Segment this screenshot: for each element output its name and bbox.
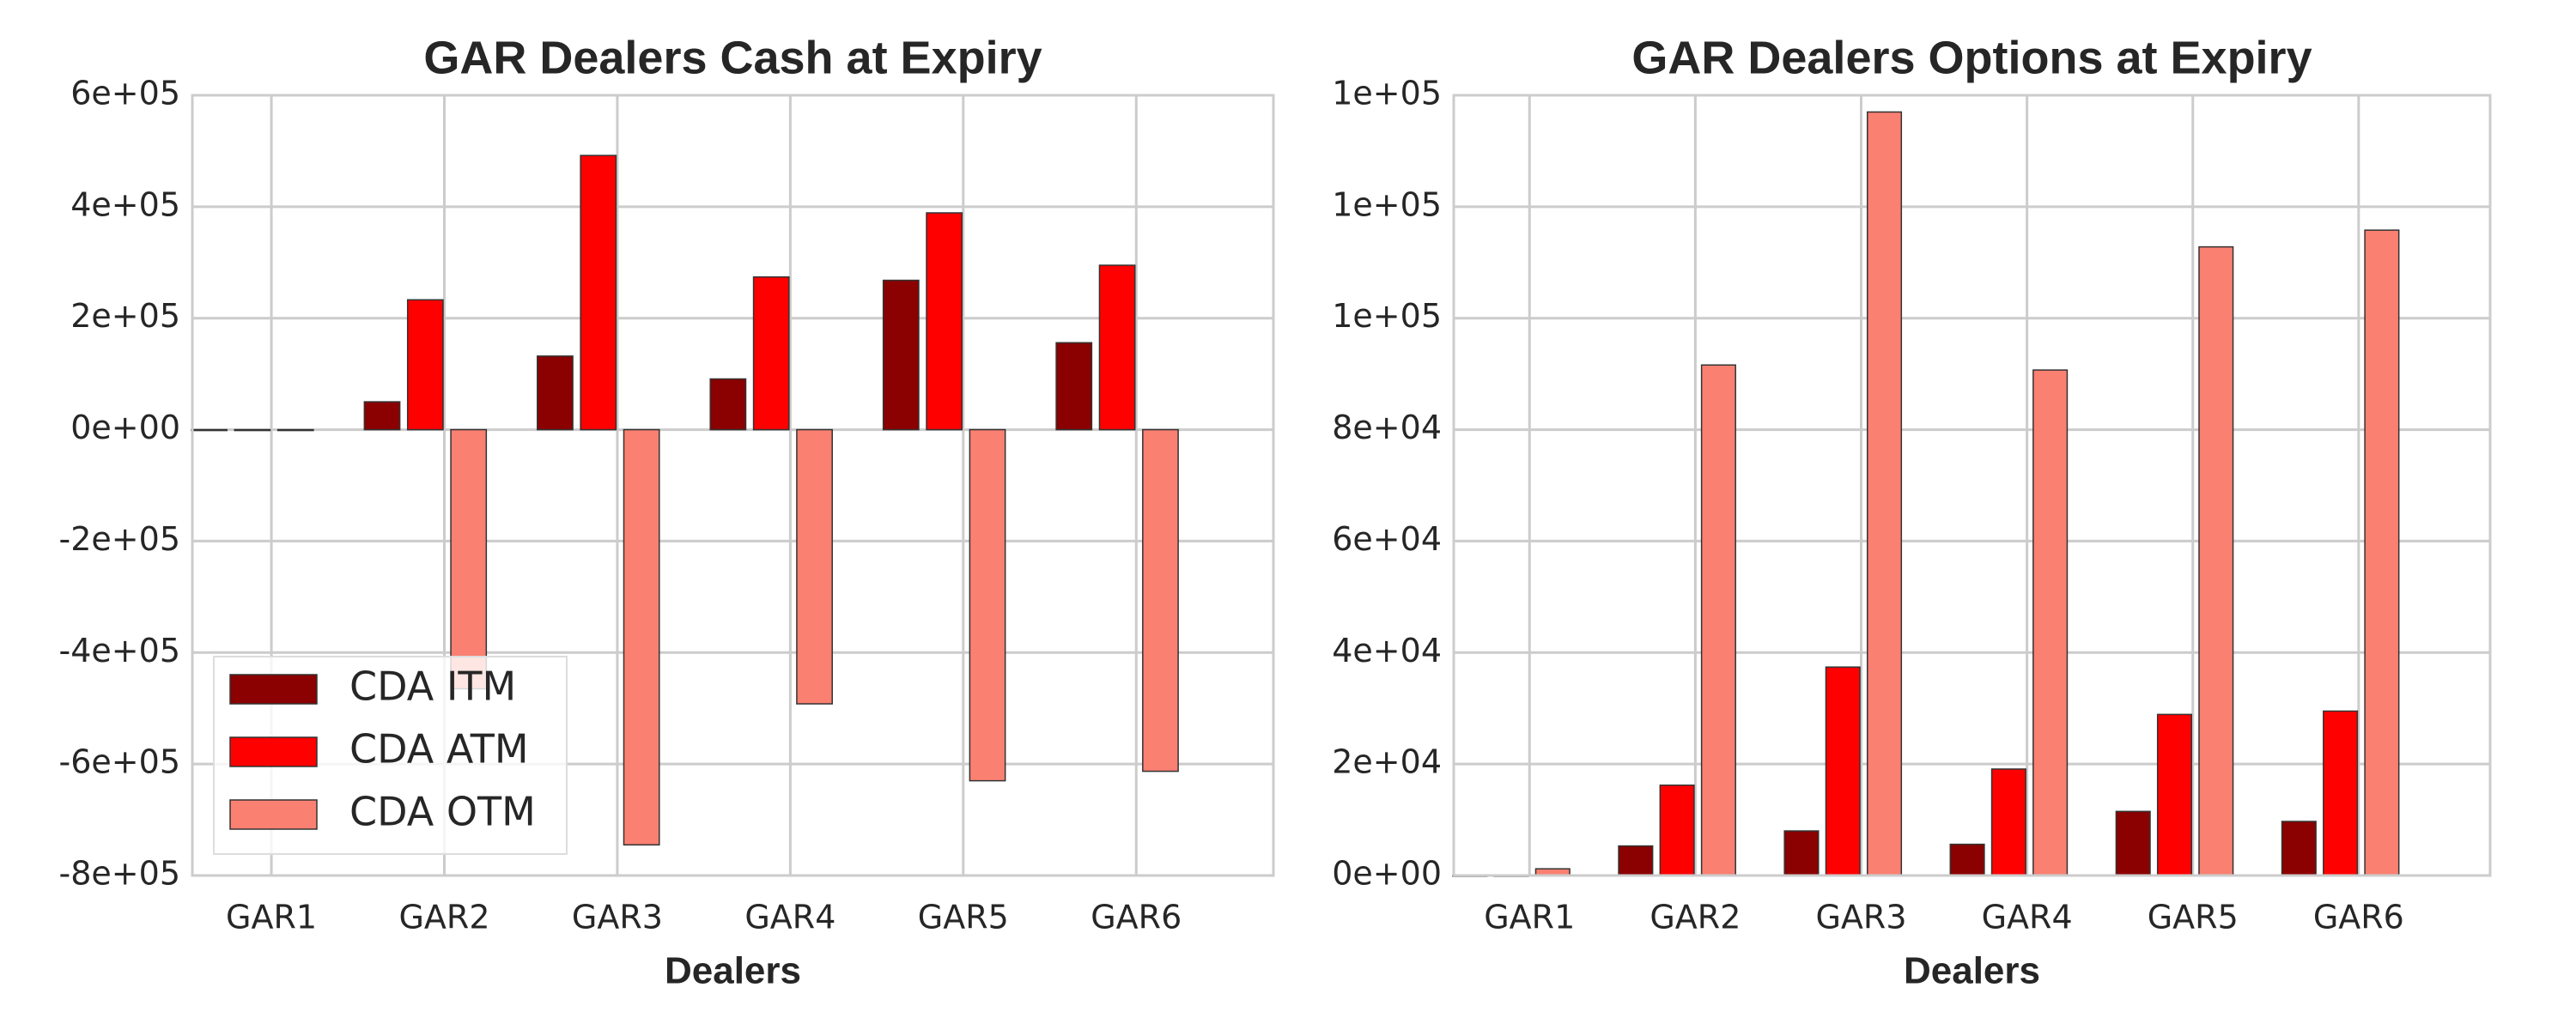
x-tick-label: GAR6 [1091,899,1182,936]
bar [450,428,488,690]
x-tick-label: GAR2 [1649,899,1741,936]
bar [1098,264,1136,431]
y-tick-label: 6e+04 [1332,520,1442,558]
x-tick-label: GAR4 [744,899,835,936]
subplot: 0e+00 2e+04 4e+04 6e+04 8e+04 1e+05 1e+05 1e+05… [1332,32,2492,992]
bar [2364,229,2400,876]
bar [276,428,314,432]
bar [882,279,920,431]
bar [1949,843,1985,876]
x-tick-label: GAR4 [1982,899,2073,936]
y-tick-label: 1e+05 [1332,297,1442,335]
y-tick-label: -8e+05 [59,855,180,893]
legend-swatch [229,799,318,830]
bar [796,428,833,705]
bar [623,428,660,846]
y-tick-label: 1e+05 [1332,75,1442,112]
legend-label: CDA ITM [349,663,516,710]
legend-swatch [229,674,318,705]
bar [191,428,228,432]
subplot: -8e+05 -6e+05 -4e+05 -2e+05 0e+00 2e+05 4e+05 6… [59,32,1275,992]
plot-frame [1452,94,2492,877]
bar [926,212,963,431]
legend: CDA ITM CDA ATM CDA OTM [213,656,568,855]
x-tick-label: GAR6 [2313,899,2404,936]
bar [1783,830,1820,876]
bar [1618,845,1654,876]
legend-label: CDA OTM [349,789,536,835]
bar [1659,785,1695,876]
plot-area [1454,95,2490,876]
chart-title: GAR Dealers Options at Expiry [1631,32,2312,83]
x-tick-label: GAR1 [1484,899,1575,936]
bar [2032,369,2069,876]
bar [234,428,271,432]
y-tick-label: 8e+04 [1332,409,1442,446]
bar [363,401,401,431]
bar [1700,364,1736,876]
y-tick-label: 0e+00 [70,409,180,446]
bar [1055,342,1093,431]
bar [580,154,617,431]
x-axis-label: Dealers [1904,950,2040,992]
y-tick-label: 0e+00 [1332,855,1442,893]
bar [2198,245,2234,876]
bar [2281,821,2317,876]
bar [406,299,444,431]
bar [2323,710,2359,876]
y-tick-label: -4e+05 [59,632,180,670]
bar [1990,768,2026,876]
chart-title: GAR Dealers Cash at Expiry [423,32,1042,83]
x-tick-label: GAR2 [398,899,489,936]
bar [2156,713,2193,876]
plot-frame [191,94,1275,877]
y-tick-label: 4e+04 [1332,632,1442,670]
bar [1825,666,1861,876]
bar [2115,810,2151,876]
y-tick-label: 4e+05 [70,185,180,223]
x-tick-label: GAR3 [1815,899,1906,936]
y-tick-label: -6e+05 [59,743,180,781]
y-tick-label: 2e+04 [1332,743,1442,781]
bar [1866,111,1903,876]
x-tick-label: GAR5 [2148,899,2239,936]
x-tick-label: GAR1 [226,899,317,936]
bar [752,276,790,431]
legend-label: CDA ATM [349,726,529,772]
legend-swatch [229,736,318,767]
bar [969,428,1006,782]
x-tick-label: GAR3 [572,899,663,936]
x-tick-label: GAR5 [918,899,1009,936]
y-tick-label: 6e+05 [70,75,180,112]
y-tick-label: 2e+05 [70,297,180,335]
bar [537,355,574,431]
x-axis-label: Dealers [665,950,801,992]
y-tick-label: 1e+05 [1332,185,1442,223]
bar [1142,428,1179,772]
bar [709,378,747,431]
y-tick-label: -2e+05 [59,520,180,558]
